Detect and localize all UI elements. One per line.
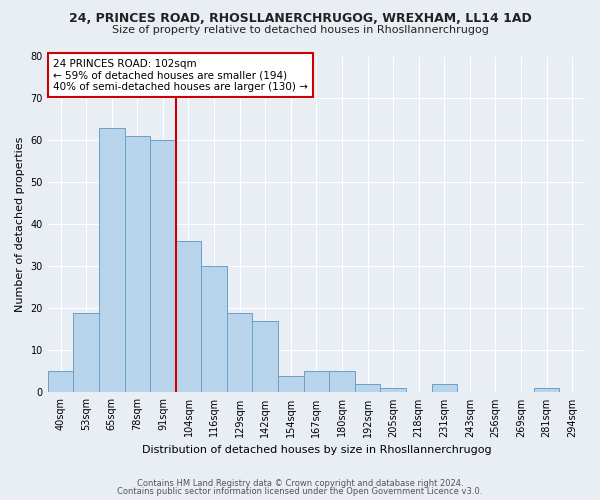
Text: Contains HM Land Registry data © Crown copyright and database right 2024.: Contains HM Land Registry data © Crown c… <box>137 478 463 488</box>
Bar <box>176 242 201 392</box>
Bar <box>431 384 457 392</box>
Text: 24 PRINCES ROAD: 102sqm
← 59% of detached houses are smaller (194)
40% of semi-d: 24 PRINCES ROAD: 102sqm ← 59% of detache… <box>53 58 308 92</box>
Bar <box>201 266 227 392</box>
Text: Size of property relative to detached houses in Rhosllannerchrugog: Size of property relative to detached ho… <box>112 25 488 35</box>
Bar <box>380 388 406 392</box>
Bar <box>253 321 278 392</box>
Bar <box>125 136 150 392</box>
Bar <box>227 312 253 392</box>
Bar <box>304 372 329 392</box>
Bar <box>150 140 176 392</box>
Bar <box>534 388 559 392</box>
Text: 24, PRINCES ROAD, RHOSLLANERCHRUGOG, WREXHAM, LL14 1AD: 24, PRINCES ROAD, RHOSLLANERCHRUGOG, WRE… <box>68 12 532 26</box>
Text: Contains public sector information licensed under the Open Government Licence v3: Contains public sector information licen… <box>118 487 482 496</box>
Bar <box>329 372 355 392</box>
Bar <box>99 128 125 392</box>
Bar <box>278 376 304 392</box>
Bar <box>48 372 73 392</box>
X-axis label: Distribution of detached houses by size in Rhosllannerchrugog: Distribution of detached houses by size … <box>142 445 491 455</box>
Y-axis label: Number of detached properties: Number of detached properties <box>15 137 25 312</box>
Bar <box>355 384 380 392</box>
Bar <box>73 312 99 392</box>
